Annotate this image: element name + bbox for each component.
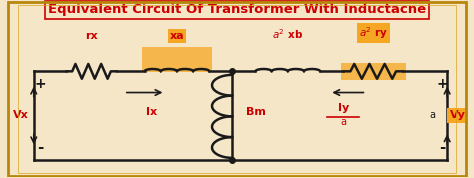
Text: +: + (437, 77, 448, 91)
Text: $a^2$ ry: $a^2$ ry (359, 25, 388, 41)
Text: xa: xa (170, 31, 184, 41)
Text: Equivalent Circuit Of Transformer With Inductacne: Equivalent Circuit Of Transformer With I… (48, 3, 426, 16)
Text: rx: rx (85, 31, 98, 41)
Text: -: - (439, 140, 446, 155)
Text: -: - (37, 140, 44, 155)
Text: Iy: Iy (337, 103, 349, 113)
Bar (142, 48, 211, 72)
Text: a: a (429, 111, 436, 121)
Text: Bm: Bm (246, 107, 266, 117)
Text: +: + (35, 77, 46, 91)
Text: Vy: Vy (449, 111, 465, 121)
Text: a: a (340, 117, 346, 127)
Text: Ix: Ix (146, 107, 157, 117)
Bar (341, 62, 406, 80)
Text: $a^2$ xb: $a^2$ xb (272, 28, 303, 41)
Text: Vx: Vx (13, 111, 29, 121)
